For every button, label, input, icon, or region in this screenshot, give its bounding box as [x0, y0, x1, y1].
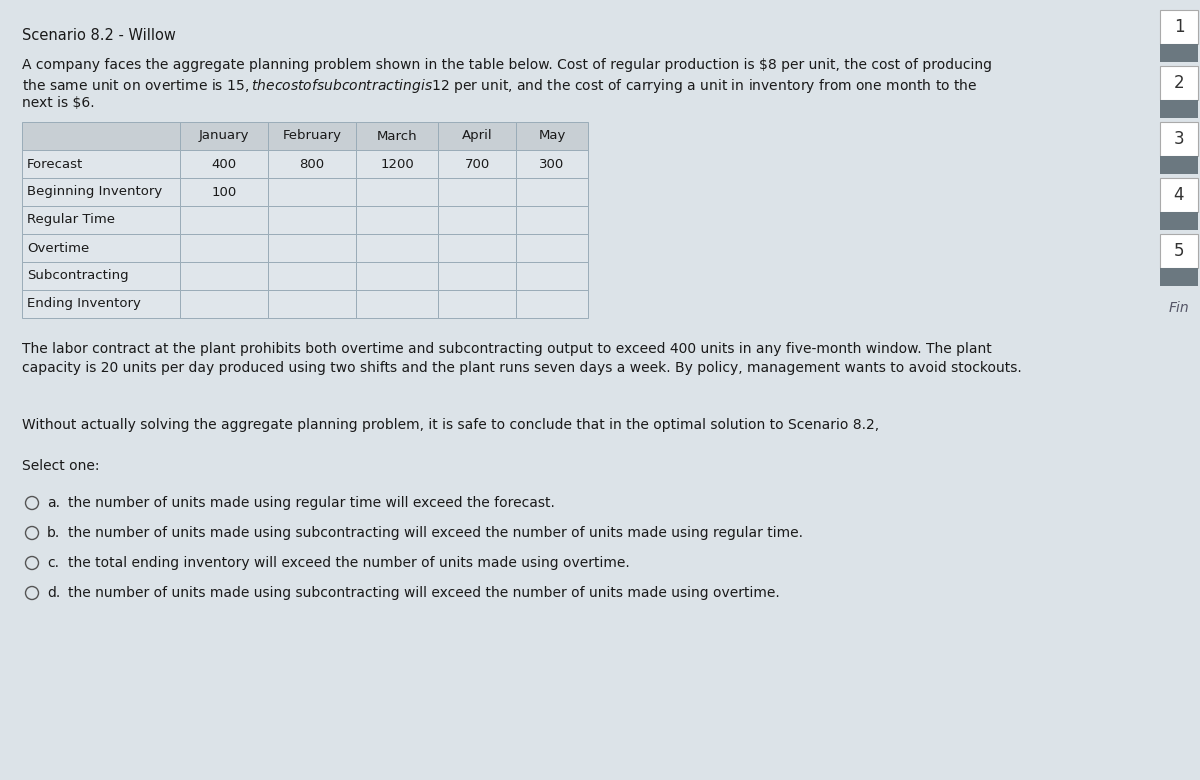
Bar: [22, 122, 180, 150]
Bar: [180, 262, 268, 290]
FancyBboxPatch shape: [1160, 66, 1198, 100]
Bar: [268, 122, 356, 150]
Bar: [268, 178, 356, 206]
Text: Beginning Inventory: Beginning Inventory: [28, 186, 162, 198]
Text: The labor contract at the plant prohibits both overtime and subcontracting outpu: The labor contract at the plant prohibit…: [22, 342, 991, 356]
Bar: [1160, 100, 1198, 118]
Bar: [356, 206, 438, 234]
Text: A company faces the aggregate planning problem shown in the table below. Cost of: A company faces the aggregate planning p…: [22, 58, 992, 72]
Text: Subcontracting: Subcontracting: [28, 270, 128, 282]
Bar: [180, 234, 268, 262]
Bar: [1160, 156, 1198, 174]
Text: 800: 800: [300, 158, 324, 171]
Text: d.: d.: [47, 586, 60, 600]
Text: January: January: [199, 129, 250, 143]
FancyBboxPatch shape: [1160, 122, 1198, 156]
Bar: [438, 290, 516, 318]
Text: 400: 400: [211, 158, 236, 171]
Text: the number of units made using subcontracting will exceed the number of units ma: the number of units made using subcontra…: [68, 586, 780, 600]
Text: Forecast: Forecast: [28, 158, 83, 171]
Bar: [268, 262, 356, 290]
Bar: [268, 150, 356, 178]
Text: 300: 300: [539, 158, 565, 171]
Text: Select one:: Select one:: [22, 459, 100, 473]
Bar: [516, 290, 588, 318]
Bar: [516, 262, 588, 290]
Text: Ending Inventory: Ending Inventory: [28, 297, 140, 310]
Bar: [268, 290, 356, 318]
Bar: [1160, 44, 1198, 62]
Bar: [516, 234, 588, 262]
Text: Overtime: Overtime: [28, 242, 89, 254]
Bar: [438, 122, 516, 150]
Text: 5: 5: [1174, 242, 1184, 260]
Bar: [22, 234, 180, 262]
Text: the number of units made using subcontracting will exceed the number of units ma: the number of units made using subcontra…: [68, 526, 803, 540]
Bar: [356, 290, 438, 318]
Text: May: May: [539, 129, 565, 143]
Text: Scenario 8.2 - Willow: Scenario 8.2 - Willow: [22, 28, 176, 43]
Bar: [356, 234, 438, 262]
Bar: [438, 150, 516, 178]
Bar: [438, 178, 516, 206]
Bar: [180, 206, 268, 234]
Text: the total ending inventory will exceed the number of units made using overtime.: the total ending inventory will exceed t…: [68, 556, 630, 570]
Bar: [438, 262, 516, 290]
FancyBboxPatch shape: [1160, 178, 1198, 212]
Text: 2: 2: [1174, 74, 1184, 92]
Bar: [22, 150, 180, 178]
Text: February: February: [282, 129, 342, 143]
Bar: [180, 150, 268, 178]
Bar: [268, 206, 356, 234]
Bar: [1160, 268, 1198, 286]
Bar: [356, 178, 438, 206]
Text: March: March: [377, 129, 418, 143]
FancyBboxPatch shape: [1160, 10, 1198, 44]
Bar: [356, 262, 438, 290]
Bar: [356, 122, 438, 150]
Text: April: April: [462, 129, 492, 143]
Bar: [180, 290, 268, 318]
Text: b.: b.: [47, 526, 60, 540]
Bar: [516, 178, 588, 206]
Text: 4: 4: [1174, 186, 1184, 204]
Text: Fin: Fin: [1169, 301, 1189, 315]
Text: c.: c.: [47, 556, 59, 570]
Text: 1200: 1200: [380, 158, 414, 171]
Bar: [180, 122, 268, 150]
Text: a.: a.: [47, 496, 60, 510]
Text: 1: 1: [1174, 18, 1184, 36]
Text: the same unit on overtime is $15, the cost of subcontracting is $12 per unit, an: the same unit on overtime is $15, the co…: [22, 77, 978, 95]
Bar: [516, 150, 588, 178]
Bar: [356, 150, 438, 178]
Bar: [438, 234, 516, 262]
Text: capacity is 20 units per day produced using two shifts and the plant runs seven : capacity is 20 units per day produced us…: [22, 361, 1021, 375]
Bar: [438, 206, 516, 234]
Text: Without actually solving the aggregate planning problem, it is safe to conclude : Without actually solving the aggregate p…: [22, 418, 880, 432]
Text: Regular Time: Regular Time: [28, 214, 115, 226]
Bar: [516, 206, 588, 234]
FancyBboxPatch shape: [1160, 234, 1198, 268]
Bar: [22, 206, 180, 234]
Text: 100: 100: [211, 186, 236, 198]
Text: the number of units made using regular time will exceed the forecast.: the number of units made using regular t…: [68, 496, 554, 510]
Bar: [22, 290, 180, 318]
Bar: [22, 178, 180, 206]
Text: 700: 700: [464, 158, 490, 171]
Text: 3: 3: [1174, 130, 1184, 148]
Bar: [268, 234, 356, 262]
Bar: [1160, 212, 1198, 230]
Text: next is $6.: next is $6.: [22, 96, 95, 110]
Bar: [180, 178, 268, 206]
Bar: [516, 122, 588, 150]
Bar: [22, 262, 180, 290]
